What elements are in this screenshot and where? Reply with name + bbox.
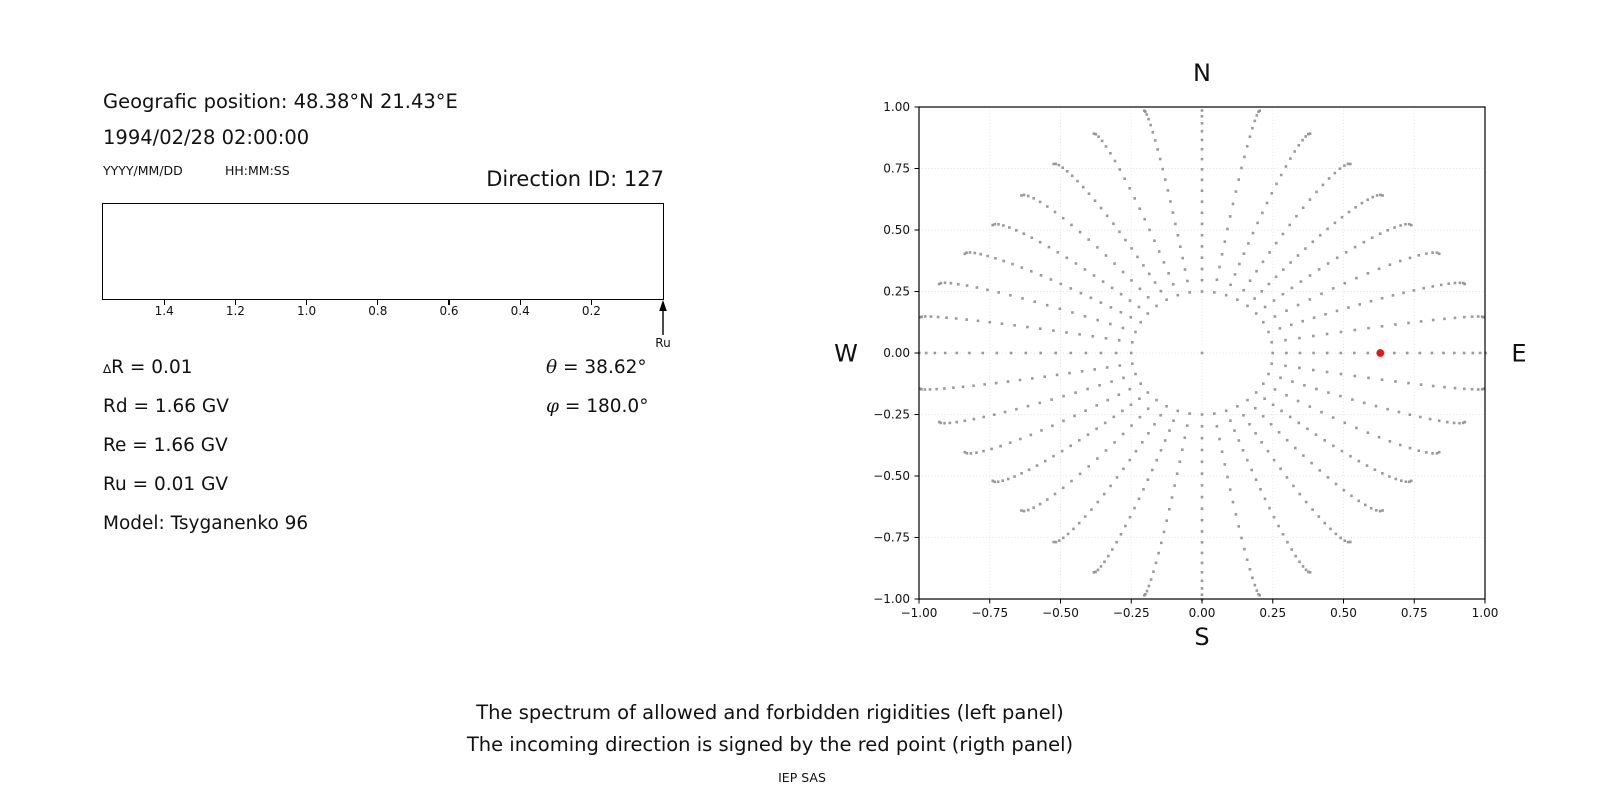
axis-tick-marks: [914, 106, 1486, 604]
spectrum-tick-label: 1.0: [297, 304, 317, 318]
svg-text:−0.75: −0.75: [873, 531, 910, 545]
east-label: E: [1511, 340, 1526, 368]
spectrum-tick-mark: [590, 300, 592, 305]
caption-line-2: The incoming direction is signed by the …: [466, 733, 1074, 756]
caption-line-1: The spectrum of allowed and forbidden ri…: [476, 701, 1064, 724]
param-delta-r: ∆R = 0.01: [103, 357, 193, 378]
param-rd: Rd = 1.66 GV: [103, 396, 229, 417]
ru-arrow-icon: [659, 300, 667, 335]
phi-symbol: φ: [546, 396, 559, 417]
svg-text:−0.25: −0.25: [873, 408, 910, 422]
spectrum-tick-mark: [234, 300, 236, 305]
svg-text:−0.50: −0.50: [873, 469, 910, 483]
spectrum-tick-label: 0.2: [581, 304, 601, 318]
spectrum-tick-label: 1.2: [225, 304, 245, 318]
svg-text:1.00: 1.00: [1472, 606, 1499, 620]
theta-angle-text: θ = 38.62°: [546, 357, 647, 378]
north-label: N: [1193, 59, 1211, 87]
svg-text:0.00: 0.00: [883, 346, 910, 360]
param-ru: Ru = 0.01 GV: [103, 474, 229, 495]
spectrum-tick-mark: [163, 300, 165, 305]
svg-text:0.00: 0.00: [1189, 606, 1216, 620]
svg-text:0.75: 0.75: [883, 162, 910, 176]
south-label: S: [1194, 623, 1209, 651]
svg-text:−0.75: −0.75: [971, 606, 1008, 620]
spectrum-tick-label: 0.4: [510, 304, 530, 318]
svg-text:0.25: 0.25: [1259, 606, 1286, 620]
y-axis-tick-labels: −1.00 −0.75 −0.50 −0.25 0.00 0.25 0.50 0.75 1.00: [873, 100, 910, 606]
direction-id-text: Direction ID: 127: [486, 167, 664, 191]
param-re: Re = 1.66 GV: [103, 435, 228, 456]
svg-text:1.00: 1.00: [883, 100, 910, 114]
phi-angle-text: φ = 180.0°: [546, 396, 649, 417]
credit-text: IEP SAS: [778, 770, 826, 785]
spectrum-tick-label: 0.8: [368, 304, 388, 318]
param-model: Model: Tsyganenko 96: [103, 513, 309, 534]
svg-text:−1.00: −1.00: [901, 606, 938, 620]
spectrum-tick-mark: [448, 300, 450, 305]
svg-text:0.50: 0.50: [883, 223, 910, 237]
rigidity-spectrum-plot: [102, 203, 664, 300]
incoming-direction-point: [1376, 349, 1385, 357]
spectrum-tick-mark: [306, 300, 308, 305]
date-format-hint: YYYY/MM/DD: [103, 163, 183, 178]
svg-text:−1.00: −1.00: [873, 592, 910, 606]
x-axis-tick-labels: −1.00 −0.75 −0.50 −0.25 0.00 0.25 0.50 0.75 1.00: [901, 606, 1499, 620]
delta-symbol: ∆: [103, 362, 112, 376]
incoming-direction-plot: −1.00 −0.75 −0.50 −0.25 0.00 0.25 0.50 0.75 1.00…: [834, 59, 1526, 651]
svg-text:0.50: 0.50: [1330, 606, 1357, 620]
asymptotic-direction-dots: [918, 109, 1487, 601]
spectrum-tick-mark: [377, 300, 379, 305]
spectrum-tick-label: 0.6: [439, 304, 459, 318]
svg-text:0.25: 0.25: [883, 285, 910, 299]
svg-text:−0.25: −0.25: [1113, 606, 1150, 620]
spectrum-tick-mark: [519, 300, 521, 305]
ru-arrow-label: Ru: [655, 336, 671, 350]
spectrum-tick-label: 1.4: [154, 304, 174, 318]
west-label: W: [834, 340, 858, 368]
geographic-position-text: Geografic position: 48.38°N 21.43°E: [103, 90, 458, 113]
svg-text:0.75: 0.75: [1401, 606, 1428, 620]
time-format-hint: HH:MM:SS: [225, 163, 290, 178]
theta-symbol: θ: [546, 357, 558, 378]
datetime-text: 1994/02/28 02:00:00: [103, 126, 310, 149]
svg-text:−0.50: −0.50: [1042, 606, 1079, 620]
